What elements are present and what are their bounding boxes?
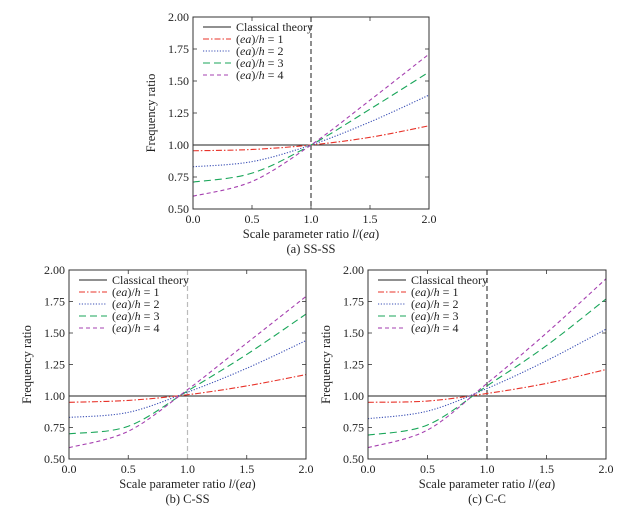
x-tick-label: 0.0 (361, 462, 376, 476)
y-tick-label: 0.75 (343, 421, 364, 435)
x-tick-label: 2.0 (422, 212, 437, 226)
y-tick-label: 1.75 (168, 42, 189, 56)
plot-frame (367, 269, 607, 460)
x-tick-label: 1.0 (304, 212, 319, 226)
y-tick-label: 1.75 (343, 295, 364, 309)
legend-label: (ea)/h = 1 (236, 32, 283, 46)
x-axis-label: Scale parameter ratio l/(ea) (419, 477, 555, 491)
y-tick-label: 1.25 (44, 358, 65, 372)
x-tick-label: 0.0 (186, 212, 201, 226)
y-tick-label: 0.75 (44, 421, 65, 435)
x-axis-label: Scale parameter ratio l/(ea) (243, 227, 379, 241)
y-axis-label: Frequency ratio (144, 74, 158, 153)
y-tick-label: 1.00 (343, 389, 364, 403)
y-tick-label: 1.25 (343, 358, 364, 372)
y-tick-label: 2.00 (168, 10, 189, 24)
x-tick-label: 1.5 (363, 212, 378, 226)
x-tick-label: 2.0 (599, 462, 614, 476)
legend-label: (ea)/h = 4 (236, 68, 283, 82)
plot-frame (192, 16, 430, 210)
legend-label: (ea)/h = 4 (411, 321, 458, 335)
legend-label: (ea)/h = 1 (112, 285, 159, 299)
chart-ss-ss: 0.0 0.5 1.0 1.5 2.0 0.50 0.75 1.00 1.25 1.50 1.75 2… (144, 10, 437, 256)
legend-label: (ea)/h = 3 (112, 309, 159, 323)
y-tick-label: 1.50 (44, 326, 65, 340)
legend-label: (ea)/h = 3 (236, 56, 283, 70)
x-tick-label: 1.5 (539, 462, 554, 476)
y-axis-label: Frequency ratio (319, 325, 333, 404)
y-tick-label: 0.50 (343, 452, 364, 466)
series-line-4 (68, 296, 307, 449)
series-line-3 (68, 313, 307, 435)
x-tick-label: 0.5 (420, 462, 435, 476)
y-axis-label: Frequency ratio (20, 325, 34, 404)
legend-label: Classical theory (411, 273, 488, 287)
y-tick-label: 1.50 (343, 326, 364, 340)
legend-label: (ea)/h = 1 (411, 285, 458, 299)
plot-frame (68, 269, 307, 460)
legend-label: (ea)/h = 2 (236, 44, 283, 58)
x-tick-label: 1.0 (180, 462, 195, 476)
series-line-1 (367, 369, 607, 403)
y-tick-label: 2.00 (44, 263, 65, 277)
series-line-3 (367, 298, 607, 436)
y-tick-label: 0.50 (168, 202, 189, 216)
series-line-3 (192, 71, 430, 183)
y-tick-label: 1.75 (44, 295, 65, 309)
y-tick-label: 1.00 (168, 138, 189, 152)
legend-label: (ea)/h = 4 (112, 321, 159, 335)
y-tick-label: 1.25 (168, 106, 189, 120)
series-line-1 (68, 374, 307, 403)
x-axis-label: Scale parameter ratio l/(ea) (119, 477, 255, 491)
y-tick-label: 1.50 (168, 74, 189, 88)
x-tick-label: 0.5 (245, 212, 260, 226)
y-tick-label: 0.75 (168, 170, 189, 184)
subplot-caption: (b) C-SS (165, 492, 209, 506)
x-tick-label: 1.0 (480, 462, 495, 476)
subplot-caption: (c) C-C (468, 492, 506, 506)
chart-c-ss: 0.0 0.5 1.0 1.5 2.0 0.50 0.75 1.00 1.25 1.50 1.75 2… (20, 263, 314, 506)
legend-label: (ea)/h = 2 (112, 297, 159, 311)
series-line-2 (367, 328, 607, 420)
y-tick-label: 0.50 (44, 452, 65, 466)
legend-label: (ea)/h = 2 (411, 297, 458, 311)
series-line-4 (192, 53, 430, 197)
x-tick-label: 2.0 (299, 462, 314, 476)
x-tick-label: 0.5 (121, 462, 136, 476)
legend-label: Classical theory (112, 273, 189, 287)
legend-label: Classical theory (236, 20, 313, 34)
y-tick-label: 2.00 (343, 263, 364, 277)
y-tick-label: 1.00 (44, 389, 65, 403)
subplot-caption: (a) SS-SS (287, 242, 336, 256)
legend-label: (ea)/h = 3 (411, 309, 458, 323)
x-tick-label: 1.5 (239, 462, 254, 476)
chart-c-c: 0.0 0.5 1.0 1.5 2.0 0.50 0.75 1.00 1.25 1.50 1.75 2… (319, 263, 614, 506)
x-tick-label: 0.0 (62, 462, 77, 476)
